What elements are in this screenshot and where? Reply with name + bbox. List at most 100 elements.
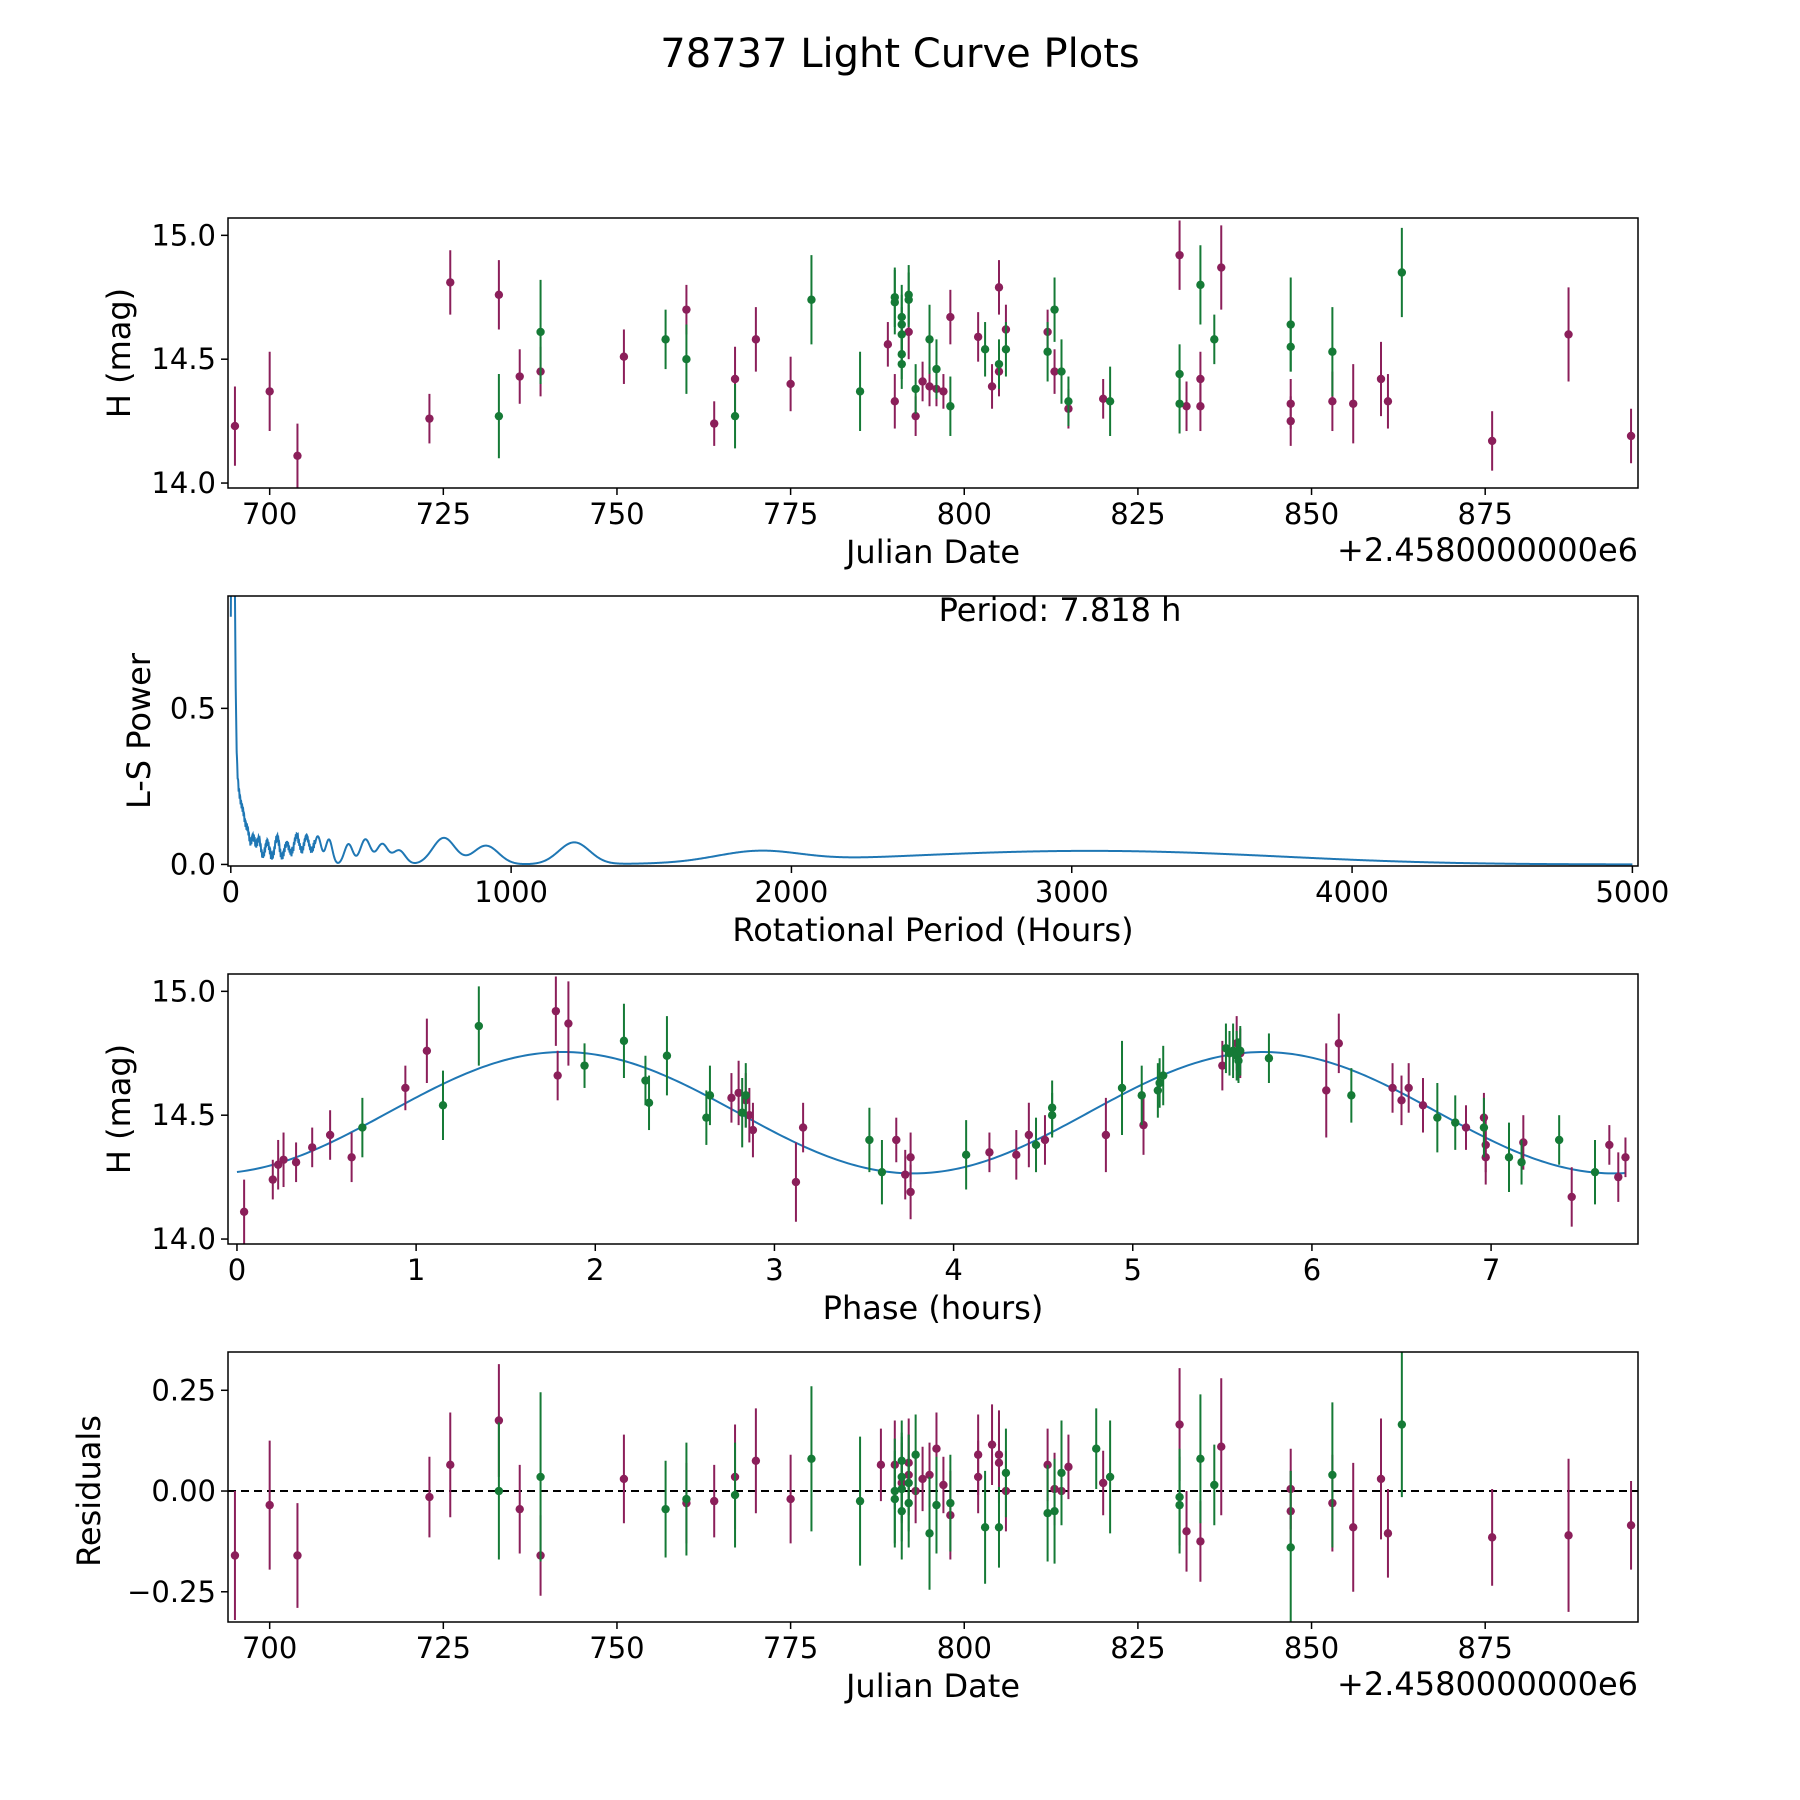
residuals-data-point <box>710 1496 719 1506</box>
residuals-data-point <box>1064 1462 1073 1472</box>
phase-curve-x-tick-label: 5 <box>1124 1253 1142 1287</box>
phase-curve-data-point <box>291 1158 301 1167</box>
light-curve-data-point <box>710 419 719 428</box>
residuals-data-point <box>1626 1521 1636 1530</box>
residuals-data-point <box>932 1500 941 1510</box>
light-curve-data-point <box>883 340 893 349</box>
light-curve-data-point <box>890 293 899 302</box>
periodogram-x-tick-label: 2000 <box>755 875 829 909</box>
phase-curve-data-point <box>727 1093 736 1103</box>
period-annotation: Period: 7.818 h <box>939 591 1182 629</box>
light-curve-data-point <box>1210 335 1219 344</box>
phase-curve-data-point <box>702 1113 711 1122</box>
residuals-data-point <box>1376 1474 1386 1484</box>
light-curve-data-point <box>1064 397 1073 406</box>
periodogram-x-tick-label: 3000 <box>1035 875 1109 909</box>
phase-curve-data-point <box>1479 1123 1489 1132</box>
phase-curve-y-label: H (mag) <box>100 1044 138 1174</box>
residuals-panel: 700 725 750 775 800 825 850 875 −0.25 0.00 0.25 J… <box>70 1351 1639 1705</box>
residuals-y-tick-label: 0.25 <box>151 1373 216 1407</box>
phase-curve-data-point <box>325 1130 335 1140</box>
light-curve-panel: 700 725 750 775 800 825 850 875 14.0 14.5 15.0 Ju… <box>100 217 1639 571</box>
residuals-data-point <box>1057 1468 1066 1478</box>
light-curve-data-point <box>918 377 927 386</box>
residuals-data-point <box>1196 1454 1205 1463</box>
light-curve-y-label: H (mag) <box>100 288 138 418</box>
phase-curve-data-point <box>268 1175 277 1184</box>
phase-curve-x-tick-label: 4 <box>944 1253 962 1287</box>
periodogram-y-tick-label: 0.5 <box>170 691 216 725</box>
light-curve-x-tick-label: 850 <box>1284 497 1339 531</box>
light-curve-data-point <box>1105 397 1115 406</box>
residuals-data-point <box>855 1496 865 1506</box>
light-curve-data-point <box>536 327 545 337</box>
phase-curve-y-ticks: 14.0 14.5 15.0 <box>151 974 228 1256</box>
phase-curve-x-tick-label: 6 <box>1303 1253 1321 1287</box>
phase-curve-data-point <box>422 1046 432 1055</box>
light-curve-data-point <box>446 278 455 287</box>
light-curve-data-point <box>1217 263 1226 272</box>
phase-curve-data-point <box>308 1143 317 1152</box>
light-curve-x-tick-label: 800 <box>937 497 992 531</box>
phase-curve-data-point <box>734 1088 743 1098</box>
phase-curve-data-point <box>1137 1091 1146 1100</box>
light-curve-plot-area <box>230 220 1636 488</box>
phase-curve-data-point <box>662 1051 672 1060</box>
light-curve-data-point <box>1175 399 1184 408</box>
residuals-data-point <box>994 1523 1004 1532</box>
light-curve-data-point <box>1196 280 1205 290</box>
light-curve-data-point <box>1043 347 1052 356</box>
phase-curve-x-tick-label: 3 <box>765 1253 783 1287</box>
residuals-data-point <box>1182 1527 1191 1536</box>
phase-curve-data-point <box>1451 1118 1460 1127</box>
periodogram-plot-area <box>229 596 1633 866</box>
light-curve-data-point <box>946 312 955 322</box>
residuals-data-point <box>786 1494 795 1504</box>
phase-curve-data-point <box>1554 1135 1564 1145</box>
light-curve-x-tick-label: 700 <box>242 497 297 531</box>
light-curve-data-point <box>619 352 629 361</box>
light-curve-data-point <box>230 421 240 431</box>
phase-curve-data-point <box>1481 1140 1490 1150</box>
light-curve-x-tick-label: 725 <box>416 497 471 531</box>
residuals-data-point <box>751 1456 761 1466</box>
light-curve-data-point <box>265 387 274 396</box>
residuals-frame <box>227 1351 1639 1623</box>
residuals-data-point <box>918 1474 927 1484</box>
phase-curve-data-point <box>1621 1153 1630 1162</box>
phase-curve-data-point <box>1159 1071 1168 1080</box>
light-curve-data-point <box>425 414 434 423</box>
residuals-x-tick-label: 725 <box>416 1631 471 1665</box>
light-curve-data-point <box>1383 397 1393 406</box>
residuals-data-point <box>973 1472 983 1482</box>
residuals-x-tick-label: 850 <box>1284 1631 1339 1665</box>
phase-curve-data-point <box>279 1155 288 1164</box>
light-curve-y-tick-label: 14.0 <box>151 466 216 500</box>
residuals-data-point <box>1286 1543 1295 1552</box>
residuals-plot-area <box>228 1352 1638 1622</box>
residuals-data-point <box>1383 1529 1393 1538</box>
residuals-data-point <box>619 1474 629 1484</box>
light-curve-data-point <box>855 387 865 396</box>
residuals-data-point <box>536 1472 545 1482</box>
light-curve-data-point <box>925 335 934 344</box>
phase-curve-frame <box>227 973 1639 1245</box>
residuals-data-point <box>911 1450 920 1459</box>
residuals-data-point <box>897 1456 906 1466</box>
residuals-data-point <box>1001 1468 1011 1478</box>
residuals-data-point <box>876 1460 886 1470</box>
residuals-y-ticks: −0.25 0.00 0.25 <box>127 1373 228 1609</box>
phase-curve-data-point <box>1012 1150 1021 1160</box>
phase-curve-x-tick-label: 2 <box>586 1253 604 1287</box>
light-curve-y-tick-label: 15.0 <box>151 218 216 252</box>
residuals-data-point <box>1349 1523 1358 1532</box>
residuals-data-point <box>925 1529 934 1538</box>
phase-curve-data-point <box>1567 1192 1576 1202</box>
light-curve-data-point <box>1057 367 1066 376</box>
residuals-data-point <box>1487 1533 1497 1542</box>
light-curve-data-point <box>1349 399 1358 408</box>
light-curve-x-tick-label: 775 <box>763 497 818 531</box>
phase-curve-data-point <box>474 1021 484 1031</box>
phase-curve-data-point <box>401 1083 410 1093</box>
